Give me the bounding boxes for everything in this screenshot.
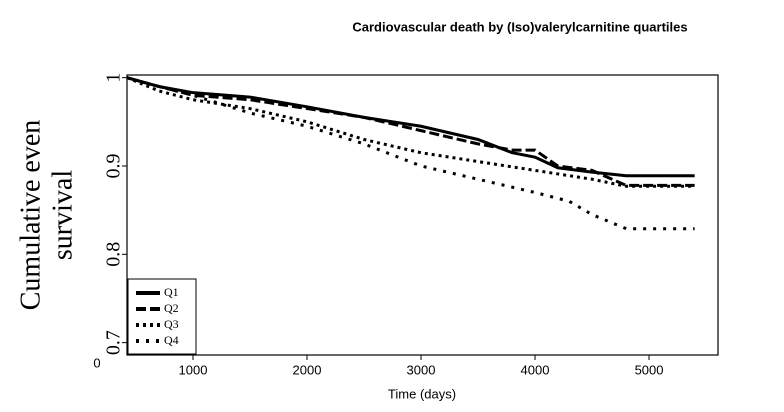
survival-curve <box>126 76 695 187</box>
x-axis-label: Time (days) <box>388 386 456 401</box>
x-tick-label: 4000 <box>521 362 550 377</box>
x-tick-label: 3000 <box>407 362 436 377</box>
y-axis-label: Cumulative even survival <box>15 120 78 311</box>
x-tick-label: 5000 <box>635 362 664 377</box>
plot-frame <box>126 74 719 356</box>
y-tick-label: 1 <box>103 73 125 83</box>
legend-label: Q2 <box>164 301 179 315</box>
survival-curve <box>126 76 695 231</box>
y-label-line: survival <box>47 170 78 260</box>
chart-title: Cardiovascular death by (Iso)valerylcarn… <box>352 19 687 34</box>
legend-label: Q1 <box>164 285 179 299</box>
survival-curve <box>126 76 695 188</box>
legend-label: Q3 <box>164 317 179 331</box>
y-label-line: Cumulative even <box>15 120 46 311</box>
legend-label: Q4 <box>164 333 179 347</box>
y-tick-label: 0.7 <box>103 330 125 355</box>
y-tick-label: 0.8 <box>103 242 125 267</box>
survival-curve <box>126 76 695 178</box>
corner-label: 0 <box>93 355 100 370</box>
y-tick-label: 0.9 <box>103 153 125 178</box>
x-tick-label: 1000 <box>179 362 208 377</box>
x-tick-label: 2000 <box>293 362 322 377</box>
legend-box <box>127 278 197 355</box>
